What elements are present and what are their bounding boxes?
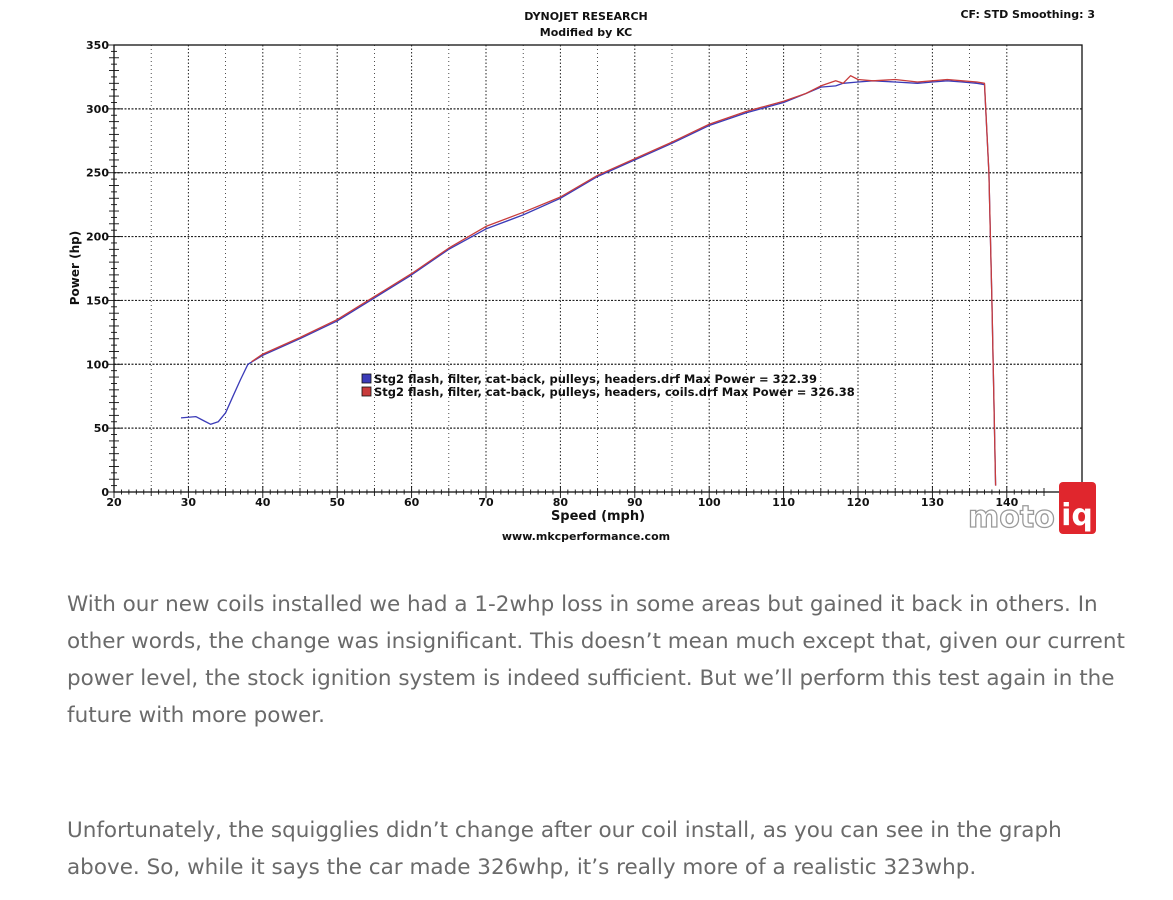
x-axis-label: Speed (mph)	[551, 509, 645, 524]
dyno-chart: 0 50 100 150 200 250 300 350 20 30 40 50 60 70 80 90 100…	[68, 8, 1096, 543]
motoiq-watermark-moto: moto	[968, 500, 1055, 535]
x-tick-label: 30	[181, 496, 197, 509]
legend-label-1: Stg2 flash, filter, cat-back, pulleys, h…	[374, 372, 817, 386]
x-tick-label: 70	[478, 496, 494, 509]
chart-footer-url: www.mkcperformance.com	[502, 530, 670, 543]
series-line-2	[251, 75, 997, 486]
x-tick-label: 120	[847, 496, 870, 509]
y-tick-label: 0	[101, 486, 109, 499]
y-tick-label: 250	[86, 167, 109, 180]
plot-frame	[113, 44, 1083, 493]
article-paragraph-1: With our new coils installed we had a 1-…	[67, 592, 1125, 728]
x-tick-label: 110	[772, 496, 795, 509]
chart-subtitle: Modified by KC	[540, 26, 632, 39]
x-tick-label: 90	[627, 496, 643, 509]
series-line-1	[180, 80, 997, 486]
x-tick-label: 140	[995, 496, 1018, 509]
y-tick-label: 100	[86, 358, 109, 371]
y-axis-label: Power (hp)	[68, 231, 82, 305]
article-paragraph-2: Unfortunately, the squigglies didn’t cha…	[67, 818, 1062, 880]
x-tick-label: 130	[921, 496, 944, 509]
y-tick-label: 200	[86, 231, 109, 244]
motoiq-logo-badge	[1059, 482, 1096, 534]
legend-swatch-1	[361, 373, 372, 384]
x-tick-label: 80	[553, 496, 569, 509]
x-tick-label: 40	[255, 496, 271, 509]
x-tick-label: 50	[330, 496, 346, 509]
legend-label-2: Stg2 flash, filter, cat-back, pulleys, h…	[374, 385, 855, 399]
correction-factor-label: CF: STD Smoothing: 3	[960, 8, 1095, 21]
chart-title: DYNOJET RESEARCH	[524, 10, 647, 23]
x-tick-label: 20	[106, 496, 122, 509]
y-tick-label: 300	[86, 103, 109, 116]
x-tick-label: 100	[698, 496, 721, 509]
legend-swatch-2	[361, 386, 372, 397]
y-tick-label: 350	[86, 39, 109, 52]
y-tick-label: 50	[94, 422, 110, 435]
dyno-chart-svg: 0 50 100 150 200 250 300 350 20 30 40 50 60 70 80 90 100…	[68, 8, 1096, 543]
x-tick-label: 60	[404, 496, 420, 509]
motoiq-watermark-iq: iq	[1061, 498, 1093, 533]
y-tick-label: 150	[86, 294, 109, 307]
